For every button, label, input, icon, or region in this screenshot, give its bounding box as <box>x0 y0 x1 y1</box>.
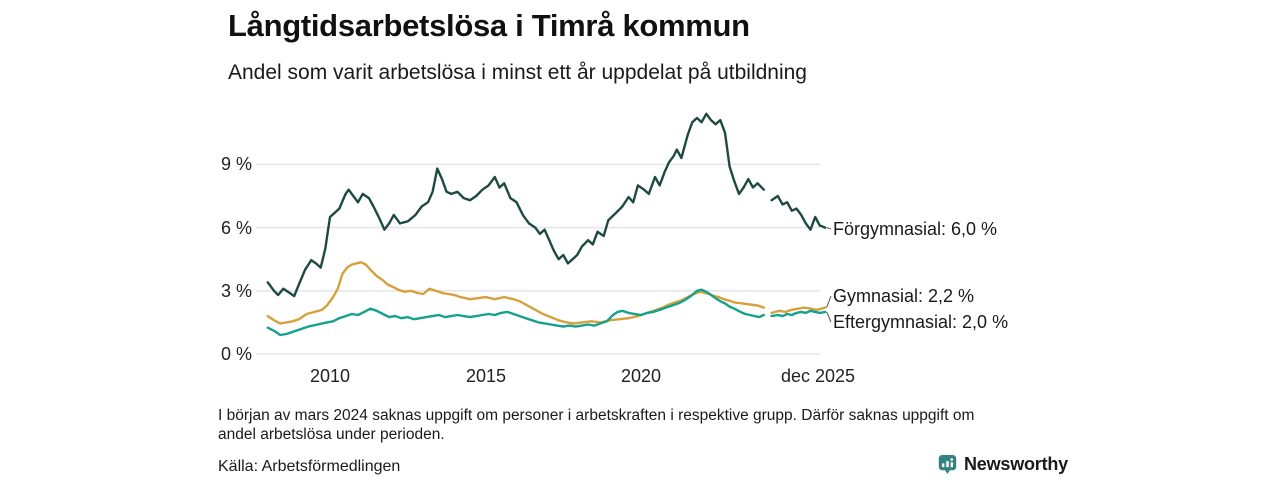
page-title: Långtidsarbetslösa i Timrå kommun <box>228 8 750 43</box>
footnote-line-2: andel arbetslösa under perioden. <box>218 425 445 443</box>
y-tick-9: 9 % <box>220 154 252 174</box>
page-subtitle: Andel som varit arbetslösa i minst ett å… <box>228 61 807 84</box>
x-tick-2010: 2010 <box>309 366 351 386</box>
y-tick-0: 0 % <box>220 344 252 364</box>
y-tick-6: 6 % <box>220 218 252 238</box>
footnote-line-1: I början av mars 2024 saknas uppgift om … <box>218 407 975 424</box>
newsworthy-wordmark: Newsworthy <box>963 453 1068 474</box>
y-tick-3: 3 % <box>220 281 252 301</box>
x-tick-dec-2025: dec 2025 <box>780 366 856 386</box>
source-label: Källa: Arbetsförmedlingen <box>218 458 401 475</box>
series-label-forgymnasial: Förgymnasial: 6,0 % <box>833 219 998 239</box>
series-label-eftergymnasial: Eftergymnasial: 2,0 % <box>833 312 1009 332</box>
newsworthy-logo[interactable]: Newsworthy <box>938 450 1068 478</box>
footnote: I början av mars 2024 saknas uppgift om … <box>218 407 1058 444</box>
x-tick-2015: 2015 <box>465 366 507 386</box>
bar-chart-speech-bubble-icon <box>938 454 957 474</box>
series-label-gymnasial: Gymnasial: 2,2 % <box>833 286 975 306</box>
x-tick-2020: 2020 <box>620 366 662 386</box>
